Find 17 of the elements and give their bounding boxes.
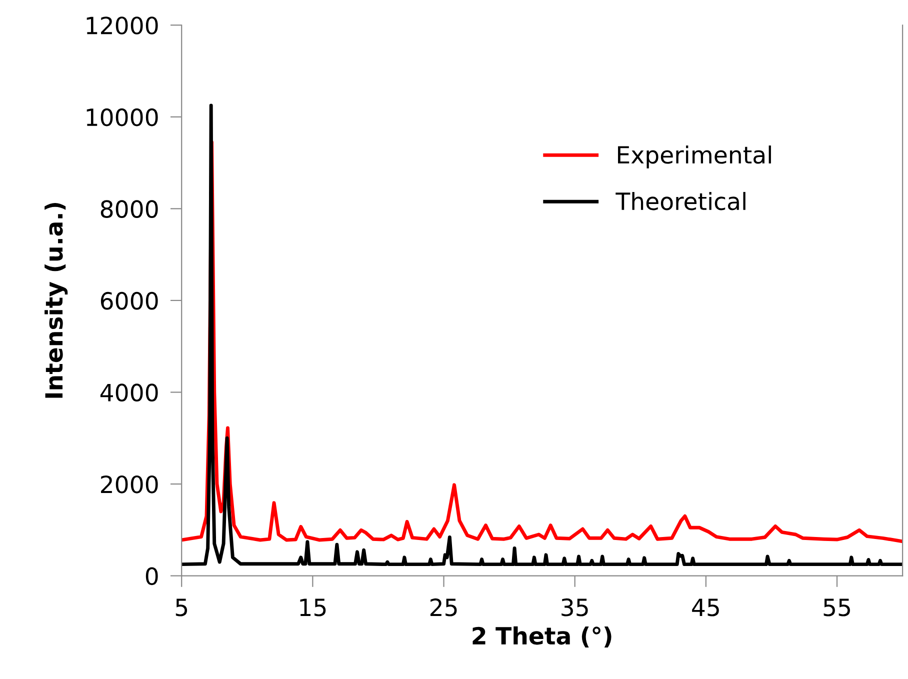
x-axis-title: 2 Theta (°) <box>472 626 612 648</box>
x-tick-label: 5 <box>176 598 188 616</box>
y-tick-label: 0 <box>146 567 158 586</box>
y-tick-label: 4000 <box>100 384 158 402</box>
y-tick-label: 10000 <box>86 108 158 126</box>
y-tick-label: 6000 <box>100 292 158 310</box>
x-tick-label: 55 <box>824 598 850 616</box>
legend-label: Experimental <box>618 145 771 168</box>
x-tick-label: 45 <box>692 598 719 616</box>
y-tick-label: 12000 <box>86 16 158 34</box>
legend-label: Theoretical <box>616 192 746 210</box>
y-tick-label: 8000 <box>100 200 158 218</box>
y-axis-title: Intensity (u.a.) <box>44 202 68 398</box>
x-tick-label: 25 <box>430 598 457 616</box>
x-tick-label: 35 <box>562 598 588 616</box>
x-tick-label: 15 <box>300 598 326 616</box>
y-tick-label: 2000 <box>101 475 158 494</box>
